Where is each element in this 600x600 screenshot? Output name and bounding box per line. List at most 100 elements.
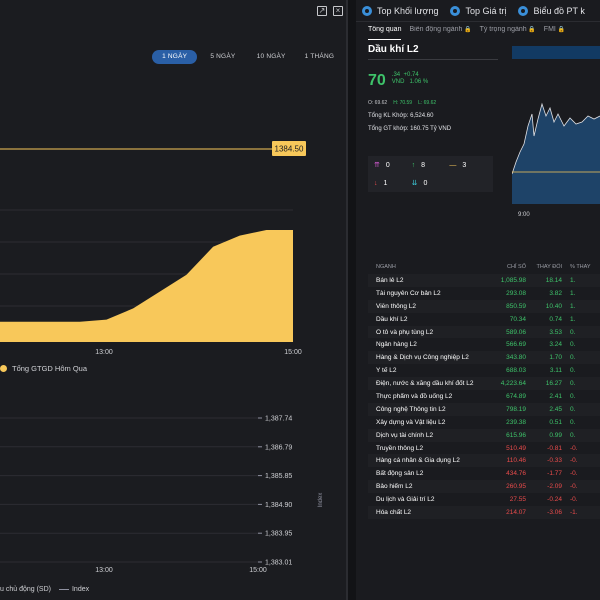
range-1-month-button[interactable]: 1 THÁNG: [304, 53, 335, 60]
y-tick-label: 1,384.90: [265, 502, 292, 509]
table-row[interactable]: Y tế L2 688.03 3.11 0.: [368, 364, 600, 377]
percent-cell: -0.: [570, 444, 578, 452]
up-arrow-icon: ↑: [411, 161, 416, 169]
change-cell: -3.06: [547, 508, 562, 516]
table-row[interactable]: Điện, nước & xăng dầu khí đốt L2 4,223.64…: [368, 377, 600, 391]
percent-cell: 0.: [570, 418, 576, 426]
tab-sector-movement[interactable]: Biến động ngành: [409, 26, 471, 40]
tab-fmi[interactable]: FMI: [544, 26, 565, 40]
index-cell: 1,085.98: [500, 276, 526, 284]
percent-cell: -0.: [570, 470, 578, 478]
tab-label: Biểu đồ PT k: [533, 5, 585, 16]
total-value: Tổng GT khớp: 160.75 Tỷ VND: [368, 126, 452, 132]
index-cell: 434.76: [506, 470, 526, 478]
table-row[interactable]: Ngân hàng L2 566.69 3.24 0.: [368, 338, 600, 351]
table-row[interactable]: Viễn thông L2 850.59 10.40 1.: [368, 299, 600, 313]
col-percent[interactable]: % THAY: [570, 264, 591, 270]
sector-name-cell: Viễn thông L2: [376, 302, 416, 310]
change-cell: -0.81: [547, 444, 562, 452]
table-row[interactable]: Dịch vụ tài chính L2 615.96 0.99 0.: [368, 428, 600, 442]
sector-name-cell: Du lịch và Giải trí L2: [376, 496, 435, 504]
divider: [368, 59, 498, 60]
y-tick-label: 1,383.95: [265, 531, 292, 538]
table-row[interactable]: Bán lẻ L2 1,085.98 18.14 1.: [368, 274, 600, 287]
percent-cell: -1.: [570, 508, 578, 516]
sector-name-cell: Bán lẻ L2: [376, 276, 404, 284]
breadth-floor: ⇊ 0: [412, 178, 450, 188]
percent-cell: 1.: [570, 315, 576, 323]
table-row[interactable]: Hóa chất L2 214.07 -3.06 -1.: [368, 506, 600, 519]
sector-name-cell: Hàng cá nhân & Gia dụng L2: [376, 457, 460, 465]
percent-cell: 0.: [570, 405, 576, 413]
reference-value-label: 1384.50: [275, 145, 304, 154]
percent-cell: 0.: [570, 328, 576, 336]
panel-splitter[interactable]: [346, 0, 348, 600]
ceiling-arrow-icon: ⇈: [374, 162, 380, 169]
table-row[interactable]: Công nghệ Thông tin L2 798.19 2.45 0.: [368, 402, 600, 416]
col-index[interactable]: CHỈ SỐ: [507, 264, 526, 270]
table-row[interactable]: Hàng & Dịch vụ Công nghiệp L2 343.80 1.70 0…: [368, 351, 600, 365]
chart-tab-icon: [450, 5, 461, 16]
top-tabs: Top Khối lượng Top Giá trị Biểu đồ PT k: [356, 0, 600, 22]
table-row[interactable]: Ô tô và phụ tùng L2 589.06 3.53 0.: [368, 325, 600, 339]
tab-analysis-chart[interactable]: Biểu đồ PT k: [512, 0, 590, 21]
sector-summary-card: Dầu khí L2 70 .34 +0.74 VND 1.06 % O: 69…: [368, 44, 498, 204]
index-cell: 674.89: [506, 392, 526, 400]
table-row[interactable]: Truyền thông L2 510.49 -0.81 -0.: [368, 442, 600, 455]
range-10-day-button[interactable]: 10 NGÀY: [256, 53, 286, 60]
x-tick-label: 15:00: [249, 567, 267, 574]
sector-name-cell: Dầu khí L2: [376, 315, 408, 323]
sub-tabs: Tổng quan Biến động ngành Tỷ trọng ngành…: [356, 26, 600, 40]
table-row[interactable]: Dầu khí L2 70.34 0.74 1.: [368, 313, 600, 326]
market-chart-panel: ↗ × 1 NGÀY 5 NGÀY 10 NGÀY 1 THÁNG 1384.5…: [0, 0, 347, 600]
range-1-day-button[interactable]: 1 NGÀY: [152, 50, 198, 64]
change-cell: 10.40: [545, 302, 562, 310]
table-row[interactable]: Tài nguyên Cơ bản L2 293.08 3.82 1.: [368, 287, 600, 300]
table-row[interactable]: Bất động sản L2 434.76 -1.77 -0.: [368, 467, 600, 480]
percent-cell: 0.: [570, 354, 576, 362]
sector-table: NGÀNH CHỈ SỐ THAY ĐỔI % THAY Bán lẻ L2 1,…: [368, 260, 600, 519]
tab-sector-weight[interactable]: Tỷ trọng ngành: [480, 26, 536, 40]
tab-top-volume[interactable]: Top Khối lượng: [356, 0, 444, 21]
change-cell: 3.24: [549, 341, 562, 349]
expand-icon[interactable]: ↗: [317, 6, 327, 16]
sector-name-cell: Ô tô và phụ tùng L2: [376, 328, 434, 336]
change-cell: 0.74: [549, 315, 562, 323]
change-cell: 3.82: [549, 289, 562, 297]
panel-toolbar: ↗ ×: [317, 6, 343, 16]
index-cell: 589.06: [506, 328, 526, 336]
table-row[interactable]: Hàng cá nhân & Gia dụng L2 110.46 -0.33 -0.: [368, 454, 600, 468]
col-change[interactable]: THAY ĐỔI: [536, 264, 562, 270]
index-decimal: .34: [391, 72, 401, 78]
percent-cell: 1.: [570, 302, 576, 310]
table-row[interactable]: Xây dựng và Vật liệu L2 239.38 0.51 0.: [368, 416, 600, 429]
index-chart: 1,387.74 1,386.79 1,385.85 1,384.90 1,383.95…: [0, 416, 324, 574]
up-count: 8: [421, 161, 426, 169]
tab-overview[interactable]: Tổng quan: [368, 26, 402, 40]
intraday-line-fill: [512, 104, 600, 204]
table-row[interactable]: Bảo hiểm L2 260.95 -2.09 -0.: [368, 480, 600, 494]
col-sector[interactable]: NGÀNH: [376, 264, 396, 270]
change-cell: 0.99: [549, 431, 562, 439]
table-header: NGÀNH CHỈ SỐ THAY ĐỔI % THAY: [368, 260, 600, 274]
sector-name-cell: Thực phẩm và đồ uống L2: [376, 392, 453, 400]
tab-top-value[interactable]: Top Giá trị: [444, 0, 512, 21]
sector-name-cell: Tài nguyên Cơ bản L2: [376, 289, 441, 297]
range-5-day-button[interactable]: 5 NGÀY: [210, 53, 236, 60]
index-value: 70: [368, 72, 386, 89]
index-cell: 4,223.64: [500, 380, 526, 388]
chart-tab-icon: [518, 5, 529, 16]
close-icon[interactable]: ×: [333, 6, 343, 16]
y-axis: 1,387.74 1,386.79 1,385.85 1,384.90 1,383.95…: [0, 416, 292, 567]
trading-value-chart: 1384.50 13:00 15:00: [0, 141, 306, 356]
legend-swatch: [0, 365, 7, 372]
table-row[interactable]: Du lịch và Giải trí L2 27.55 -0.24 -0.: [368, 493, 600, 506]
percent-cell: -0.: [570, 496, 578, 504]
x-tick-label: 13:00: [95, 349, 113, 356]
tab-label: Top Giá trị: [465, 5, 507, 16]
index-cell: 566.69: [506, 341, 526, 349]
y-tick-label: 1,387.74: [265, 416, 292, 423]
down-count: 1: [383, 179, 388, 187]
table-row[interactable]: Thực phẩm và đồ uống L2 674.89 2.41 0.: [368, 390, 600, 403]
